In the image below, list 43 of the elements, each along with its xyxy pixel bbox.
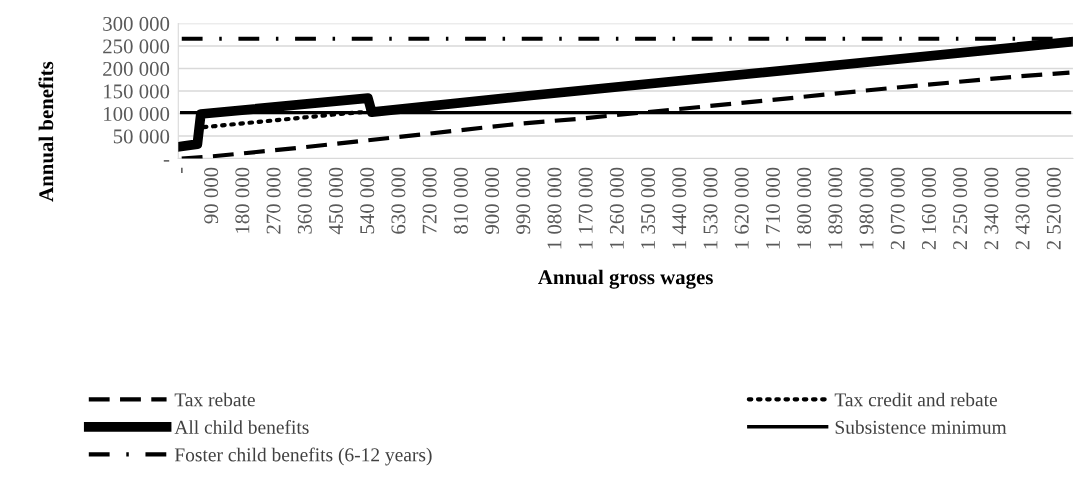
y-tick-label: 300 000 (103, 16, 170, 31)
x-tick-label: 1 800 000 (797, 167, 812, 249)
x-tick-label: 1 350 000 (641, 167, 656, 249)
y-tick-label: 150 000 (104, 84, 170, 99)
legend-label: Foster child benefits (6-12 years) (174, 447, 432, 466)
x-tick-label: 720 000 (422, 167, 437, 234)
x-tick-label: 1 710 000 (765, 167, 780, 249)
x-tick-label: 990 000 (516, 167, 531, 234)
x-tick-label: 2 070 000 (890, 167, 905, 250)
x-tick-label: 1 440 000 (672, 167, 687, 249)
x-tick-label: - (181, 167, 183, 174)
x-tick-label: 1 980 000 (859, 167, 874, 249)
x-tick-label: 630 000 (391, 167, 406, 234)
x-tick-label: 2 340 000 (984, 167, 999, 250)
x-tick-label: 2 430 000 (1015, 167, 1030, 250)
x-tick-label: 1 620 000 (734, 167, 749, 249)
x-tick-label: 360 000 (297, 167, 312, 234)
x-tick-label: 900 000 (484, 167, 500, 234)
x-tick-label: 540 000 (360, 167, 375, 234)
x-tick-label: 180 000 (235, 167, 250, 233)
x-tick-label: 810 000 (453, 167, 468, 234)
y-tick-label: 50 000 (113, 129, 170, 144)
x-tick-label: 90 000 (204, 167, 219, 224)
x-tick-label: 1 080 000 (547, 167, 562, 249)
x-tick-label: 270 000 (266, 167, 281, 234)
y-tick-label: - (163, 160, 170, 162)
y-tick-label: 200 000 (103, 61, 170, 76)
y-tick-label: 100 000 (104, 106, 170, 121)
x-tick-label: 1 260 000 (609, 167, 624, 249)
x-tick-label: 1 890 000 (828, 167, 843, 249)
x-tick-label: 1 530 000 (703, 167, 718, 249)
x-tick-label: 2 520 000 (1046, 167, 1061, 250)
y-axis-title: Annual benefits (38, 61, 54, 202)
x-axis-title: Annual gross wages (538, 269, 713, 289)
legend-label: Tax credit and rebate (834, 392, 997, 407)
legend-label: All child benefits (174, 419, 309, 434)
y-tick-label: 250 000 (103, 39, 170, 54)
legend-label: Subsistence minimum (835, 420, 1007, 434)
x-tick-label: 450 000 (328, 167, 344, 235)
x-tick-label: 2 160 000 (921, 167, 936, 250)
legend-label: Tax rebate (174, 392, 255, 407)
x-tick-label: 1 170 000 (578, 167, 593, 249)
x-tick-label: 2 250 000 (953, 167, 968, 250)
